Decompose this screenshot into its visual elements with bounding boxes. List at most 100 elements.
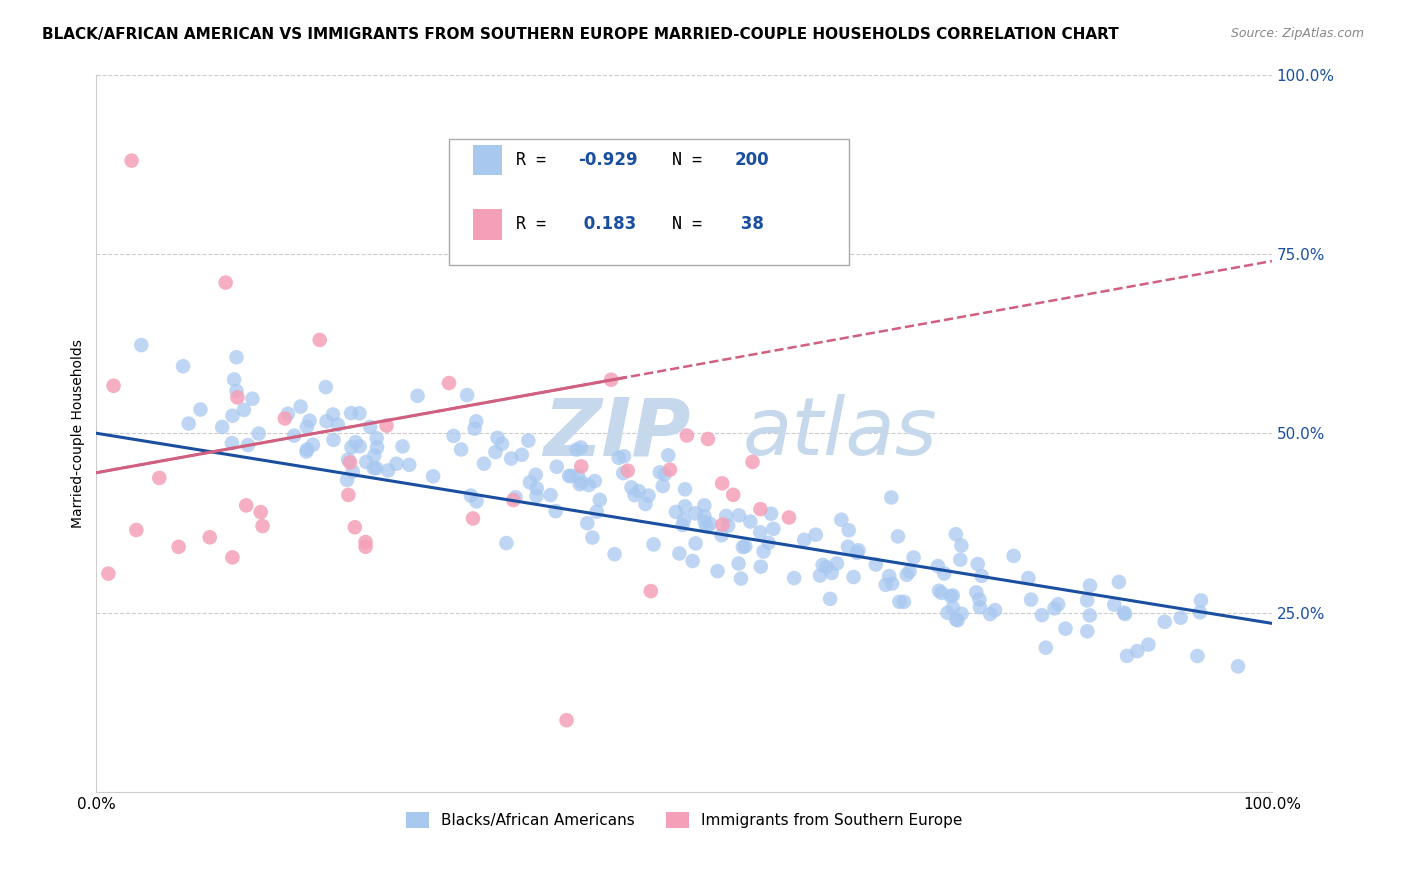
Point: [1170, 611, 1192, 625]
Point: [693, 509, 716, 524]
Point: [711, 517, 734, 532]
Point: [290, 400, 312, 414]
Point: [620, 480, 643, 494]
Point: [465, 494, 488, 508]
Point: [1114, 606, 1136, 620]
Point: [221, 436, 243, 450]
Point: [1108, 574, 1130, 589]
Point: [569, 441, 592, 455]
Point: [211, 420, 233, 434]
Point: [793, 533, 815, 547]
Point: [727, 557, 749, 571]
Point: [634, 497, 657, 511]
Point: [366, 461, 388, 475]
Point: [665, 505, 688, 519]
Point: [682, 554, 704, 568]
Text: R =: R =: [516, 151, 555, 169]
Point: [730, 572, 752, 586]
Point: [838, 523, 860, 537]
Point: [846, 546, 869, 560]
Point: [461, 511, 484, 525]
Point: [1076, 624, 1098, 639]
Point: [875, 578, 897, 592]
Point: [613, 450, 636, 464]
Point: [583, 474, 606, 488]
Point: [472, 457, 495, 471]
Legend: Blacks/African Americans, Immigrants from Southern Europe: Blacks/African Americans, Immigrants fro…: [401, 806, 969, 835]
Point: [1002, 549, 1025, 563]
Point: [546, 459, 568, 474]
Point: [366, 431, 388, 445]
Point: [308, 333, 330, 347]
Point: [685, 536, 707, 550]
Point: [236, 438, 259, 452]
Point: [125, 523, 148, 537]
Point: [617, 464, 640, 478]
Point: [103, 378, 125, 392]
Point: [651, 479, 673, 493]
Point: [889, 595, 911, 609]
Point: [1054, 622, 1077, 636]
Point: [758, 536, 780, 550]
Point: [349, 406, 371, 420]
Point: [540, 488, 562, 502]
Point: [363, 449, 385, 463]
Point: [658, 463, 681, 477]
Y-axis label: Married-couple Households: Married-couple Households: [72, 339, 86, 528]
Point: [942, 589, 965, 603]
Point: [931, 586, 953, 600]
Point: [648, 466, 671, 480]
Point: [302, 438, 325, 452]
Point: [443, 429, 465, 443]
Point: [450, 442, 472, 457]
Point: [1078, 578, 1101, 592]
Point: [571, 475, 593, 490]
Point: [484, 445, 506, 459]
Point: [693, 515, 716, 529]
Point: [190, 402, 212, 417]
Point: [339, 455, 361, 469]
Point: [97, 566, 120, 581]
Point: [950, 539, 973, 553]
Point: [1043, 601, 1066, 615]
Point: [749, 502, 772, 516]
Point: [887, 529, 910, 543]
Point: [295, 442, 318, 457]
Point: [322, 408, 344, 422]
Point: [877, 569, 900, 583]
Point: [830, 513, 852, 527]
Point: [936, 606, 959, 620]
Point: [654, 467, 676, 482]
FancyBboxPatch shape: [472, 145, 502, 175]
Point: [1047, 597, 1070, 611]
FancyBboxPatch shape: [472, 210, 502, 240]
Point: [818, 591, 841, 606]
Point: [710, 528, 733, 542]
Point: [808, 568, 831, 582]
Point: [657, 448, 679, 462]
Point: [804, 527, 827, 541]
Point: [344, 435, 367, 450]
Point: [560, 469, 582, 483]
Point: [585, 505, 607, 519]
Point: [249, 505, 271, 519]
Point: [966, 557, 988, 571]
Point: [673, 513, 696, 527]
Point: [366, 440, 388, 454]
Point: [391, 439, 413, 453]
Point: [354, 535, 377, 549]
Point: [398, 458, 420, 472]
Point: [842, 570, 865, 584]
Point: [406, 389, 429, 403]
Point: [880, 576, 903, 591]
Point: [1188, 605, 1211, 619]
Text: N =: N =: [672, 216, 713, 234]
Text: -0.929: -0.929: [578, 151, 638, 169]
Point: [1035, 640, 1057, 655]
Point: [222, 372, 245, 386]
Point: [734, 539, 756, 553]
Point: [214, 276, 236, 290]
Point: [340, 406, 363, 420]
Point: [172, 359, 194, 374]
Text: ZIP: ZIP: [543, 394, 690, 472]
